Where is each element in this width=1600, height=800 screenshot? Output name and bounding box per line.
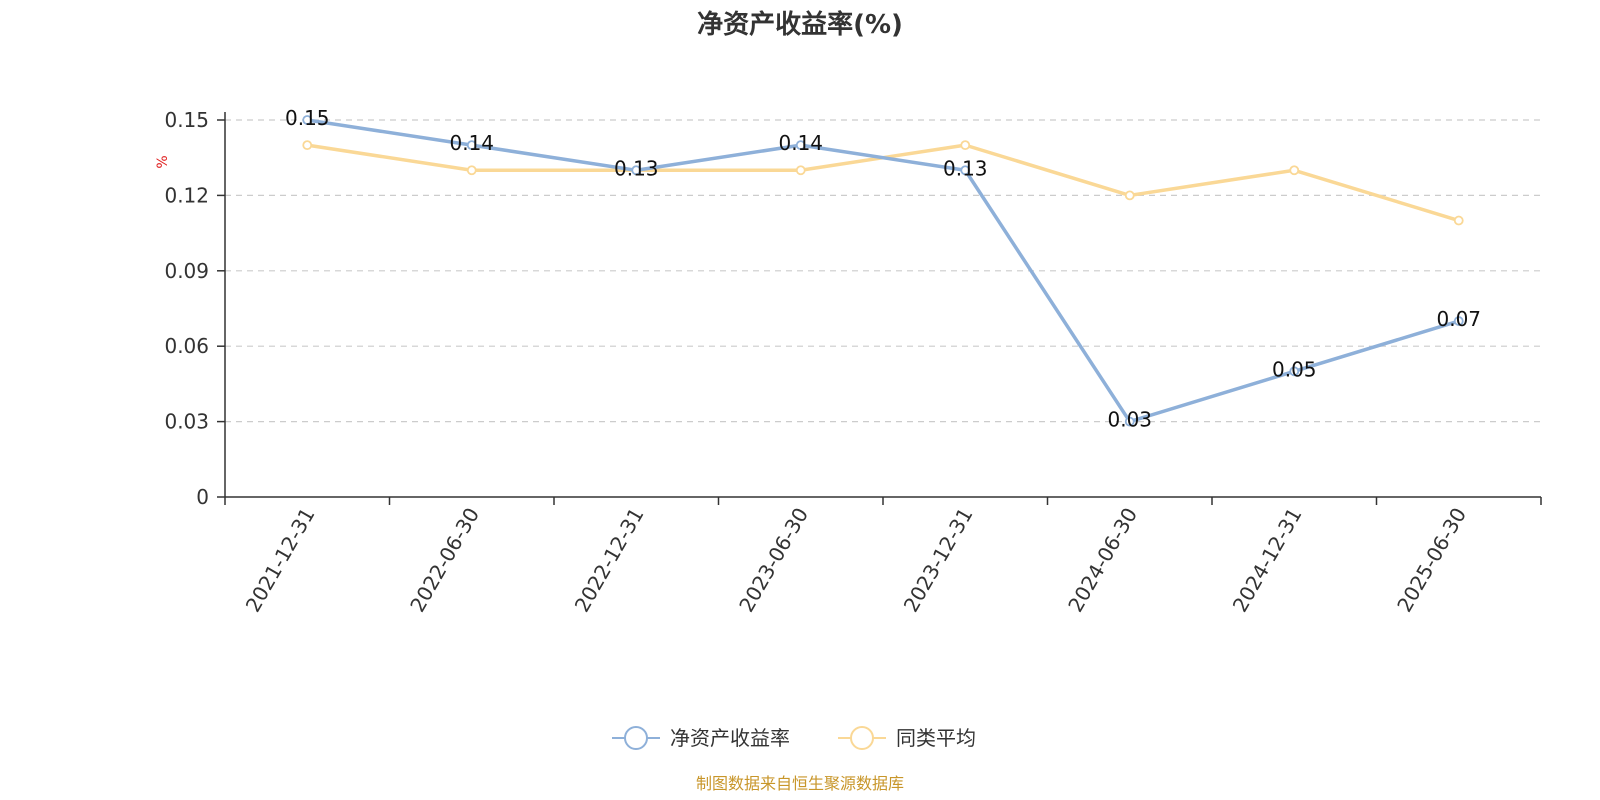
- chart-title: 净资产收益率(%): [697, 9, 903, 40]
- series-1-point-5: [1124, 190, 1135, 201]
- series-line-0: [306, 118, 1460, 424]
- legend-label-1: 同类平均: [896, 726, 976, 750]
- y-tick-label-2: 0.06: [164, 334, 209, 358]
- legend-marker-0: [624, 726, 648, 750]
- legend-label-0: 净资产收益率: [670, 726, 790, 750]
- legend-marker-1: [850, 726, 874, 750]
- series-0-point-6: [1289, 366, 1300, 377]
- series-1-point-0: [302, 140, 313, 151]
- grid-lines: [225, 119, 1541, 423]
- series-1-point-6: [1289, 165, 1300, 176]
- legend-item-1[interactable]: 同类平均: [838, 726, 976, 750]
- y-tick-label-4: 0.12: [164, 183, 209, 207]
- series-0-point-0: [302, 115, 313, 125]
- series-0-point-5: [1124, 416, 1135, 427]
- data-source-note: 制图数据来自恒生聚源数据库: [696, 774, 904, 793]
- data-label-2: 0.13: [614, 156, 659, 180]
- series-0-point-1: [466, 140, 477, 151]
- series-1-point-7: [1453, 215, 1464, 226]
- series-1-point-3: [795, 165, 806, 176]
- y-tick-label-0: 0: [196, 485, 209, 509]
- data-labels: 0.15 0.14 0.13 0.14 0.13 0.03 0.05 0.07: [285, 106, 1481, 432]
- y-tick-label-3: 0.09: [164, 259, 209, 283]
- x-tick-label-5: 2024-06-30: [1063, 504, 1142, 617]
- x-tick-label-1: 2022-06-30: [405, 504, 484, 617]
- y-tick-label-1: 0.03: [164, 410, 209, 434]
- data-label-6: 0.05: [1272, 357, 1317, 381]
- legend-item-0[interactable]: 净资产收益率: [612, 726, 790, 750]
- data-label-4: 0.13: [943, 156, 988, 180]
- y-axis-unit: %: [155, 155, 171, 168]
- x-tick-label-6: 2024-12-31: [1228, 504, 1307, 617]
- legend[interactable]: 净资产收益率 同类平均: [612, 726, 976, 750]
- x-axis: 2021-12-31 2022-06-30 2022-12-31 2023-06-30…: [224, 496, 1542, 617]
- y-axis-ticks: 0 0.03 0.06 0.09 0.12 0.15: [164, 108, 226, 509]
- data-label-7: 0.07: [1436, 307, 1481, 331]
- data-label-5: 0.03: [1107, 408, 1152, 432]
- data-label-3: 0.14: [778, 131, 823, 155]
- data-label-1: 0.14: [449, 131, 494, 155]
- x-tick-label-4: 2023-12-31: [899, 504, 978, 617]
- x-tick-label-3: 2023-06-30: [734, 504, 813, 617]
- series-0-point-4: [960, 165, 971, 176]
- series-layer: [302, 115, 1464, 427]
- series-0-point-7: [1453, 316, 1464, 326]
- x-tick-label-7: 2025-06-30: [1392, 504, 1471, 617]
- y-tick-label-5: 0.15: [164, 108, 209, 132]
- x-tick-label-2: 2022-12-31: [570, 504, 649, 617]
- series-0-point-3: [795, 140, 806, 151]
- series-0-point-2: [631, 165, 642, 176]
- data-label-0: 0.15: [285, 106, 330, 130]
- series-1-point-4: [960, 140, 971, 151]
- series-1-point-1: [466, 165, 477, 176]
- x-tick-label-0: 2021-12-31: [241, 504, 320, 617]
